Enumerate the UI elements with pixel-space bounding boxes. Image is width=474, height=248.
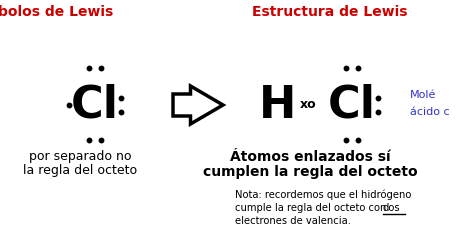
- Text: cumple la regla del octeto con: cumple la regla del octeto con: [235, 203, 390, 213]
- Text: electrones de valencia.: electrones de valencia.: [235, 216, 351, 226]
- Text: Cl: Cl: [71, 84, 119, 126]
- Text: dos: dos: [383, 203, 401, 213]
- Text: Nota: recordemos que el hidrógeno: Nota: recordemos que el hidrógeno: [235, 190, 411, 200]
- Text: la regla del octeto: la regla del octeto: [23, 164, 137, 177]
- Text: H: H: [259, 84, 297, 126]
- Text: Átomos enlazados sí: Átomos enlazados sí: [230, 150, 390, 164]
- Text: xo: xo: [300, 98, 316, 112]
- Text: Estructura de Lewis: Estructura de Lewis: [252, 5, 408, 19]
- Text: Molé: Molé: [410, 90, 437, 100]
- Text: cumplen la regla del octeto: cumplen la regla del octeto: [203, 165, 417, 179]
- Text: Cl: Cl: [328, 84, 376, 126]
- Polygon shape: [173, 86, 223, 124]
- Text: ácido c: ácido c: [410, 107, 450, 117]
- Text: por separado no: por separado no: [29, 150, 131, 163]
- Text: bolos de Lewis: bolos de Lewis: [0, 5, 113, 19]
